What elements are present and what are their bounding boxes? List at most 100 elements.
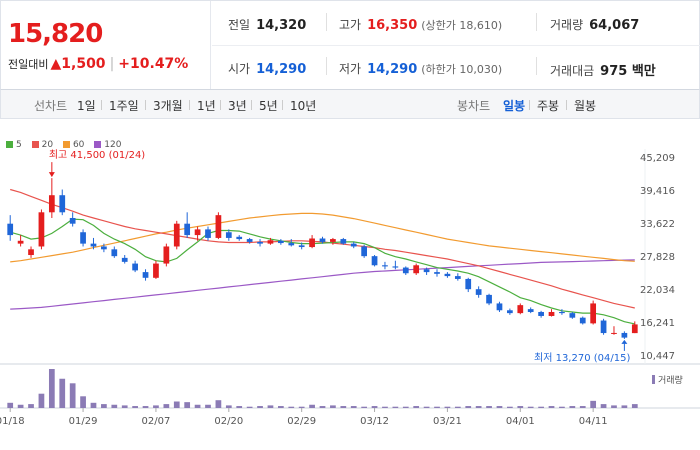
volume-bar [194,404,201,408]
divider [326,57,327,75]
candle-body [517,305,524,314]
period-1w[interactable]: 1주일 [109,99,139,113]
high-arrow-head-icon [48,172,55,178]
period-3m[interactable]: 3개월 [153,99,183,113]
candle-body [371,256,378,266]
candle-body [69,217,76,224]
volume-bar [454,406,461,408]
y-tick-label: 45,209 [640,153,675,164]
stat-high-label: 고가 [339,18,362,32]
volume-bar [538,406,544,408]
x-tick-label: 01/29 [69,416,98,427]
volume-bar [236,406,243,408]
legend-swatch [94,141,102,148]
change-amount: 1,500 [61,56,106,72]
legend-swatch [62,141,70,148]
stat-open: 시가 14,290 [228,60,306,77]
legend-swatch [31,141,39,148]
stat-high-value: 16,350 [367,18,418,33]
volume-bar [475,406,482,408]
divider [282,100,283,110]
candle-body [205,229,211,238]
candle-body [246,239,253,242]
candle-body [111,249,118,257]
volume-bar [101,404,107,408]
stat-volume-label: 거래량 [550,18,584,32]
candle-body [215,215,222,238]
period-3y[interactable]: 3년 [228,99,247,113]
candle-monthly[interactable]: 월봉 [574,99,597,113]
volume-bar [434,406,440,408]
period-1d[interactable]: 1일 [77,99,96,113]
up-arrow-icon: ▲ [50,56,62,72]
volume-bar [48,369,55,408]
volume-bar [382,406,388,408]
candle-body [621,332,628,338]
candle-body [121,257,128,262]
volume-bar [121,405,128,408]
volume-bar [225,405,232,408]
legend-label: 120 [104,140,122,150]
ma5-line [10,218,635,325]
volume-bar [496,406,503,408]
period-1y[interactable]: 1년 [197,99,216,113]
volume-bar [569,406,576,408]
divider [212,45,700,46]
y-tick-label: 39,416 [640,186,675,197]
volume-bar [392,406,399,408]
x-tick-label: 02/20 [214,416,243,427]
y-tick-label: 33,622 [640,219,675,230]
candle-body [101,246,107,250]
volume-bar [277,406,284,408]
candle-weekly[interactable]: 주봉 [537,99,560,113]
candle-body [548,311,555,316]
high-annotation: 최고 41,500 (01/24) [49,149,145,161]
volume-bar [163,404,170,408]
candle-body [80,232,86,244]
divider [536,13,537,31]
y-tick-label: 16,241 [640,318,675,329]
divider [536,57,537,75]
candle-body [579,317,586,324]
volume-bar [184,402,191,408]
volume-bar [579,406,586,408]
candle-body [257,241,263,244]
volume-bar [111,404,118,408]
volume-bar [486,406,492,408]
legend-swatch [6,141,13,148]
candle-body [17,240,24,244]
candlestick-chart: 45,209 39,416 33,622 27,828 22,034 16,241 10,4… [0,149,700,427]
y-tick-label: 27,828 [640,252,675,263]
legend-label: 60 [72,140,85,150]
stat-prev: 전일 14,320 [228,16,306,33]
candle-body [382,265,388,267]
quote-header: 15,820 전일대비 ▲1,500 | +10.47% 전일 14,320 고가 16,… [0,0,700,90]
candle-body [475,289,482,295]
volume-bar [246,406,253,408]
low-arrow-head-icon [621,339,628,344]
legend-label: 5 [16,140,22,150]
volume-bar [288,406,295,408]
candle-body [350,243,357,247]
candle-body [330,239,336,242]
candle-body [486,294,492,304]
candle-body [153,263,159,278]
candle-daily[interactable]: 일봉 [503,99,526,113]
period-10y[interactable]: 10년 [290,99,317,113]
divider [220,100,221,110]
volume-bar [80,396,86,408]
candle-body [194,229,201,236]
candle-body [288,243,295,246]
volume-bar [59,378,66,408]
ma120-line [10,259,635,310]
volume-bar [590,400,597,408]
chart-toolbar: 선차트 1일 1주일 3개월 1년 3년 5년 10년 봉차트 일봉 주봉 월봉 [0,90,700,119]
period-5y[interactable]: 5년 [259,99,278,113]
volume-bar [153,405,159,408]
x-tick-label: 02/07 [142,416,171,427]
volume-bar [330,405,336,408]
volume-bar [205,404,211,408]
candle-body [496,303,503,311]
candle-body [298,245,305,248]
y-tick-label: 10,447 [640,351,675,362]
